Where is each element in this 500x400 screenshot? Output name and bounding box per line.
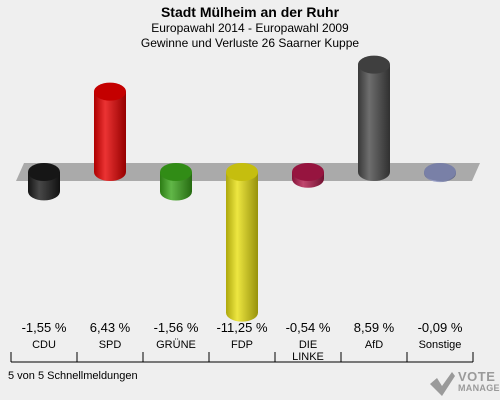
- value-label: -0,09 %: [418, 320, 463, 335]
- bar-sonstige: [424, 163, 456, 183]
- value-label: -1,56 %: [154, 320, 199, 335]
- value-label: -0,54 %: [286, 320, 331, 335]
- category-label: SPD: [99, 339, 122, 351]
- category-label: DIE: [299, 339, 317, 351]
- chart-subtitle-district: Gewinne und Verluste 26 Saarner Kuppe: [140, 36, 360, 50]
- category-label: LINKE: [292, 351, 324, 363]
- category-label: Sonstige: [419, 339, 462, 351]
- logo-text-vote: VOTE: [458, 369, 496, 384]
- logo-text-manager: MANAGER: [458, 383, 500, 393]
- checkmark-logo-icon: [430, 372, 455, 396]
- bar-afd: [358, 55, 390, 181]
- chart-title: Stadt Mülheim an der Ruhr: [160, 4, 340, 20]
- vote-manager-logo: VOTE MANAGER: [428, 368, 500, 400]
- bar-spd: [94, 82, 126, 181]
- category-label: CDU: [32, 339, 56, 351]
- bar-grüne: [160, 163, 192, 201]
- value-label: -1,55 %: [22, 320, 67, 335]
- chart-subtitle-election: Europawahl 2014 - Europawahl 2009: [151, 21, 349, 35]
- chart-header: Stadt Mülheim an der Ruhr Europawahl 201…: [0, 4, 500, 51]
- bar-fdp: [226, 163, 258, 322]
- category-label: AfD: [365, 339, 383, 351]
- bar-cdu: [28, 163, 60, 201]
- value-label: 6,43 %: [90, 320, 131, 335]
- category-label: GRÜNE: [156, 339, 196, 351]
- footer-note: 5 von 5 Schnellmeldungen: [8, 370, 138, 382]
- category-label: FDP: [231, 339, 253, 351]
- value-label: -11,25 %: [216, 320, 268, 335]
- value-label: 8,59 %: [354, 320, 395, 335]
- bar-die-linke: [292, 163, 324, 188]
